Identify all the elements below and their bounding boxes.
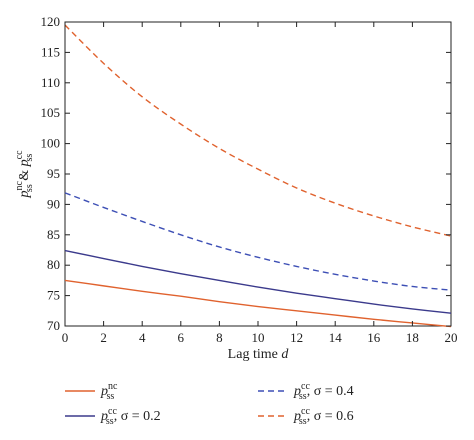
y-tick-label: 105 [41,105,61,120]
legend: pnc ss pcc ss, σ = 0.2 pcc ss, σ = 0.4 pcc ss, … [65,381,354,427]
x-tick-label: 8 [216,330,223,345]
x-tick-label: 2 [100,330,107,345]
series-line-cc-sigma-0-2 [64,249,452,314]
y-tick-label: 95 [47,166,60,181]
y-axis: 70 75 80 85 90 95 100 105 110 115 120 [41,14,451,333]
series-line-cc-sigma-0-4 [64,192,452,291]
y-tick-label: 90 [47,196,60,211]
series-line-nc [64,279,452,328]
y-tick-label: 85 [47,227,60,242]
x-tick-label: 4 [139,330,146,345]
x-tick-label: 0 [62,330,69,345]
y-tick-label: 120 [41,14,61,29]
plot-series [64,24,452,328]
x-tick-label: 14 [329,330,343,345]
plot-frame [64,21,452,327]
y-tick-label: 110 [41,75,60,90]
legend-label: pcc ss, σ = 0.4 [293,381,354,402]
x-tick-label: 20 [445,330,458,345]
x-axis: 0 2 4 6 8 10 12 14 16 18 20 [62,22,458,345]
series-line-cc-sigma-0-6 [64,24,452,237]
y-tick-label: 115 [41,44,60,59]
x-tick-label: 16 [367,330,381,345]
y-tick-label: 70 [47,318,60,333]
legend-label: pnc ss [100,381,118,402]
x-axis-title: Lag time d [228,347,290,362]
y-tick-label: 75 [47,288,60,303]
legend-label: pcc ss, σ = 0.6 [293,406,354,427]
y-tick-label: 80 [47,257,60,272]
legend-label: pcc ss, σ = 0.2 [100,406,161,427]
x-tick-label: 18 [406,330,419,345]
x-tick-label: 6 [178,330,185,345]
x-tick-label: 12 [290,330,303,345]
x-tick-label: 10 [252,330,265,345]
y-tick-label: 100 [41,136,61,151]
y-axis-title: pncss & pccss [14,150,35,199]
